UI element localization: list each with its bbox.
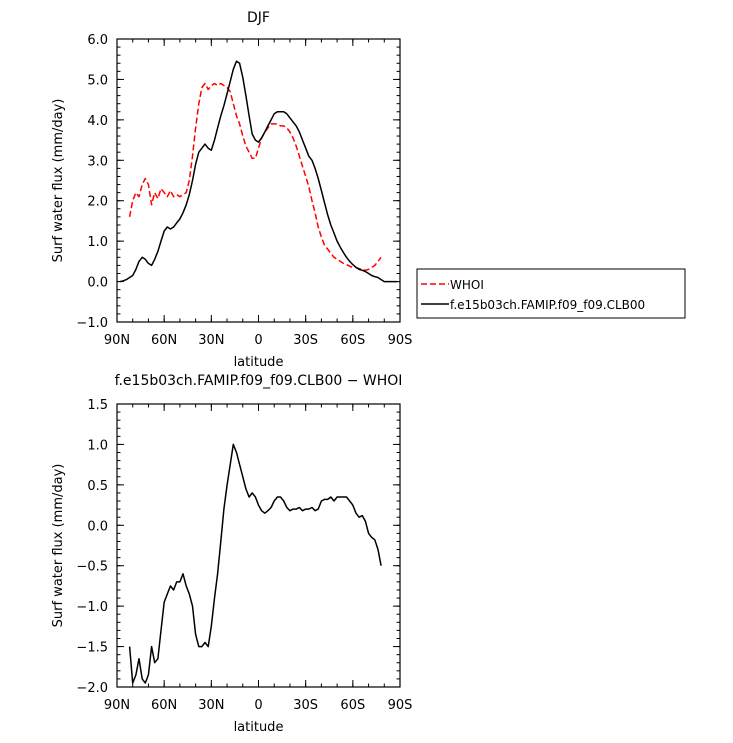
x-tick-label: 0: [254, 333, 262, 348]
x-tick-label: 60S: [340, 698, 365, 713]
y-axis-label: Surf water flux (mm/day): [51, 464, 66, 628]
chart-title: DJF: [247, 10, 270, 26]
x-tick-label: 60S: [340, 333, 365, 348]
y-tick-label: −1.0: [76, 600, 108, 615]
x-tick-label: 90S: [388, 698, 413, 713]
y-tick-label: 1.5: [87, 398, 108, 413]
x-axis-label: latitude: [234, 355, 284, 370]
x-tick-label: 30S: [293, 333, 318, 348]
legend-label: WHOI: [450, 278, 484, 292]
y-tick-label: 1.0: [87, 438, 108, 453]
series-line: [128, 443, 382, 684]
series-line: [128, 82, 382, 272]
plot-frame: [116, 38, 401, 323]
series-line: [119, 60, 397, 283]
y-tick-label: 2.0: [87, 195, 108, 210]
x-tick-label: 30N: [198, 698, 224, 713]
chart-title: f.e15b03ch.FAMIP.f09_f09.CLB00 − WHOI: [115, 373, 403, 389]
y-tick-label: −1.5: [76, 641, 108, 656]
y-tick-label: 0.0: [87, 276, 108, 291]
y-tick-label: 4.0: [87, 114, 108, 129]
x-tick-label: 60N: [151, 698, 177, 713]
y-tick-label: 0.0: [87, 519, 108, 534]
y-tick-label: 3.0: [87, 154, 108, 169]
x-tick-label: 60N: [151, 333, 177, 348]
y-tick-label: 6.0: [87, 33, 108, 48]
x-tick-label: 30S: [293, 698, 318, 713]
x-axis-label: latitude: [234, 720, 284, 735]
x-tick-label: 90S: [388, 333, 413, 348]
y-tick-label: 1.0: [87, 235, 108, 250]
x-tick-label: 30N: [198, 333, 224, 348]
x-tick-label: 90N: [104, 333, 130, 348]
y-tick-label: 5.0: [87, 73, 108, 88]
y-tick-label: −2.0: [76, 681, 108, 696]
y-tick-label: −1.0: [76, 316, 108, 331]
y-tick-label: 0.5: [87, 479, 108, 494]
x-tick-label: 90N: [104, 698, 130, 713]
x-tick-label: 0: [254, 698, 262, 713]
legend-box: [416, 268, 686, 319]
legend-label: f.e15b03ch.FAMIP.f09_f09.CLB00: [450, 298, 645, 312]
y-axis-label: Surf water flux (mm/day): [51, 99, 66, 263]
y-tick-label: −0.5: [76, 560, 108, 575]
